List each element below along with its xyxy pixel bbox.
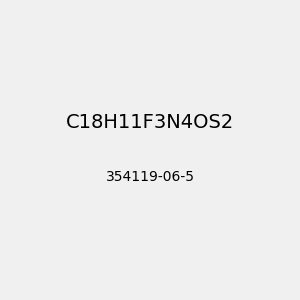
Text: C18H11F3N4OS2: C18H11F3N4OS2: [66, 113, 234, 133]
Text: 354119-06-5: 354119-06-5: [106, 170, 194, 184]
